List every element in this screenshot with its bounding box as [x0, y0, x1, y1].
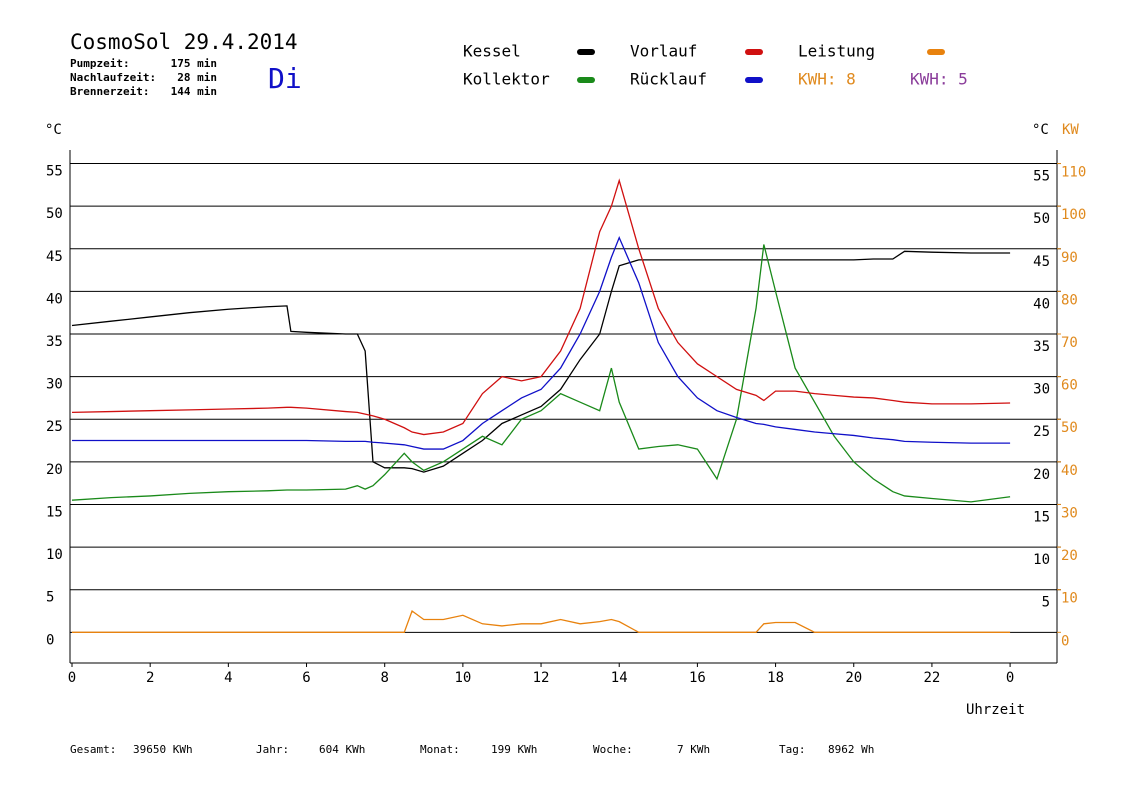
legend-label: Kollektor — [463, 70, 550, 89]
x-tick-label: 14 — [611, 670, 628, 686]
x-tick-label: 6 — [302, 670, 310, 686]
series-line — [72, 235, 1011, 450]
footer-value: 604 KWh — [319, 743, 365, 756]
kwh-label: KWH: 5 — [910, 70, 968, 89]
y-tick-label: 10 — [46, 547, 63, 563]
footer-label: Woche: — [593, 743, 633, 756]
y2-tick-label: 80 — [1061, 292, 1078, 308]
y2-tick-label: 0 — [1061, 633, 1069, 649]
x-tick-label: 12 — [533, 670, 550, 686]
footer-value: 8962 Wh — [828, 743, 874, 756]
y2-tick-label: 100 — [1061, 207, 1086, 223]
x-tick-label: 8 — [380, 670, 388, 686]
stat-label: Nachlaufzeit: — [70, 71, 156, 84]
kwh-label: KWH: 8 — [798, 70, 856, 89]
y-right-tick-label: 25 — [1033, 424, 1050, 440]
y-right-tick-label: 10 — [1033, 552, 1050, 568]
y-tick-label: 50 — [46, 206, 63, 222]
y3-axis-label: KW — [1062, 122, 1079, 138]
y-axis-label: °C — [45, 122, 62, 138]
y-right-tick-label: 20 — [1033, 467, 1050, 483]
weekday: Di — [268, 62, 302, 95]
y-right-tick-label: 45 — [1033, 254, 1050, 270]
series-line — [72, 609, 1011, 633]
stat-value: 175 min — [171, 57, 217, 70]
y-tick-label: 40 — [46, 291, 63, 307]
y-right-tick-label: 5 — [1042, 595, 1050, 611]
footer-value: 7 KWh — [677, 743, 710, 756]
y-tick-label: 0 — [46, 632, 54, 648]
footer-label: Monat: — [420, 743, 460, 756]
x-tick-label: 0 — [68, 670, 76, 686]
x-tick-label: 20 — [845, 670, 862, 686]
x-axis-label: Uhrzeit — [966, 702, 1025, 718]
footer-label: Tag: — [779, 743, 806, 756]
series-line — [71, 250, 1011, 473]
chart-title: CosmoSol 29.4.2014 — [70, 30, 298, 54]
series-line — [71, 244, 1011, 503]
y-tick-label: 30 — [46, 377, 63, 393]
footer-value: 199 KWh — [491, 743, 537, 756]
y2-tick-label: 10 — [1061, 591, 1078, 607]
x-tick-label: 0 — [1006, 670, 1014, 686]
y-right-tick-label: 30 — [1033, 382, 1050, 398]
y-tick-label: 55 — [46, 164, 63, 180]
x-tick-label: 4 — [224, 670, 232, 686]
y2-tick-label: 60 — [1061, 378, 1078, 394]
legend-label: Vorlauf — [630, 42, 697, 61]
x-tick-label: 2 — [146, 670, 154, 686]
x-tick-label: 10 — [454, 670, 471, 686]
y2-tick-label: 20 — [1061, 548, 1078, 564]
y2-tick-label: 40 — [1061, 463, 1078, 479]
legend-label: Leistung — [798, 42, 875, 61]
y-tick-label: 35 — [46, 334, 63, 350]
stat-label: Brennerzeit: — [70, 85, 149, 98]
stat-value: 28 min — [177, 71, 217, 84]
footer-label: Jahr: — [256, 743, 289, 756]
y-right-tick-label: 55 — [1033, 169, 1050, 185]
stat-label: Pumpzeit: — [70, 57, 130, 70]
y-right-tick-label: 40 — [1033, 296, 1050, 312]
y2-tick-label: 110 — [1061, 165, 1086, 181]
y-tick-label: 5 — [46, 590, 54, 606]
series-line — [71, 178, 1011, 436]
legend-label: Rücklauf — [630, 70, 707, 89]
footer-value: 39650 KWh — [133, 743, 193, 756]
y2-tick-label: 70 — [1061, 335, 1078, 351]
x-tick-label: 22 — [923, 670, 940, 686]
legend-label: Kessel — [463, 42, 521, 61]
y2-tick-label: 90 — [1061, 250, 1078, 266]
y2-tick-label: 50 — [1061, 420, 1078, 436]
y2-tick-label: 30 — [1061, 505, 1078, 521]
y-tick-label: 45 — [46, 249, 63, 265]
y-right-tick-label: 35 — [1033, 339, 1050, 355]
stat-value: 144 min — [171, 85, 217, 98]
y-right-tick-label: 50 — [1033, 211, 1050, 227]
y-right-tick-label: 15 — [1033, 509, 1050, 525]
y-tick-label: 25 — [46, 419, 63, 435]
x-tick-label: 18 — [767, 670, 784, 686]
y2-axis-label: °C — [1032, 122, 1049, 138]
x-tick-label: 16 — [689, 670, 706, 686]
footer-label: Gesamt: — [70, 743, 116, 756]
y-tick-label: 20 — [46, 462, 63, 478]
y-tick-label: 15 — [46, 504, 63, 520]
